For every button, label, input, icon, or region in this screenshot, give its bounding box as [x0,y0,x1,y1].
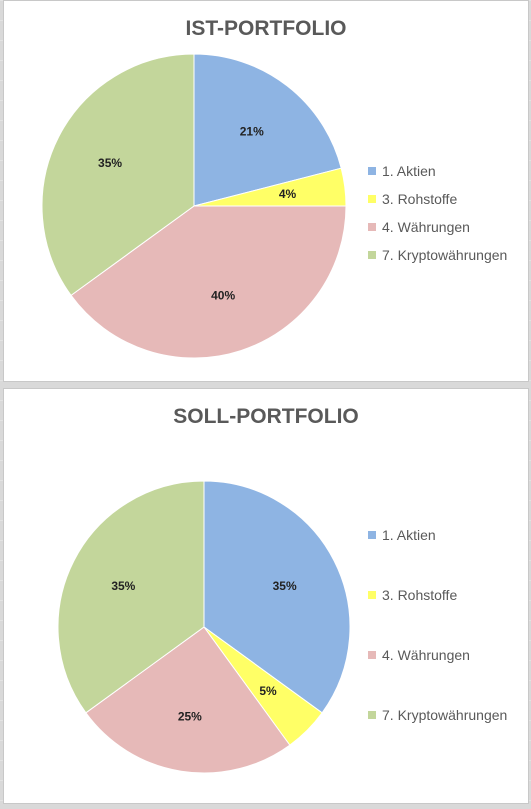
legend-swatch [368,195,376,204]
data-label-rohstoffe: 4% [279,187,297,201]
legend-item-krypto: 7. Kryptowährungen [368,707,507,723]
legend-item-waehrungen: 4. Währungen [368,647,470,663]
data-label-krypto: 35% [111,579,135,593]
data-label-krypto: 35% [98,156,122,170]
legend-item-waehrungen: 4. Währungen [368,219,470,235]
legend-label: 3. Rohstoffe [382,587,458,603]
data-label-waehrungen: 25% [178,709,202,723]
soll-portfolio-chart[interactable]: SOLL-PORTFOLIO 35% 5% 25% 35% 1. Aktien 3. R… [3,388,529,804]
legend-label: 7. Kryptowährungen [382,247,508,263]
legend-label: 3. Rohstoffe [382,191,458,207]
legend-swatch [368,591,376,600]
legend-item-krypto: 7. Kryptowährungen [368,247,507,263]
legend-swatch [368,167,376,176]
pie-slice-waehrungen[interactable] [70,205,347,359]
legend-label: 1. Aktien [382,527,436,543]
legend-swatch [368,651,376,660]
legend-label: 7. Kryptowährungen [382,707,508,723]
legend-item-rohstoffe: 3. Rohstoffe [368,191,457,207]
pie-slice-krypto[interactable] [41,53,195,297]
data-label-rohstoffe: 5% [259,684,277,698]
chart-title: IST-PORTFOLIO [185,17,347,40]
pie-slice-krypto[interactable] [57,480,205,714]
data-label-waehrungen: 40% [211,289,235,303]
pie-slice-aktien[interactable] [193,53,342,207]
legend-swatch [368,531,376,540]
chart-title: SOLL-PORTFOLIO [173,405,359,428]
data-label-aktien: 35% [273,579,297,593]
legend-item-rohstoffe: 3. Rohstoffe [368,587,457,603]
legend-swatch [368,223,376,232]
legend-label: 1. Aktien [382,163,436,179]
ist-pie: 21% 4% 40% 35% [41,53,347,359]
legend-label: 4. Währungen [382,647,470,663]
legend-item-aktien: 1. Aktien [368,527,436,543]
legend-swatch [368,711,376,720]
ist-portfolio-chart[interactable]: IST-PORTFOLIO 21% 4% 40% 35% 1. Aktien 3. Ro… [3,0,529,382]
soll-pie: 35% 5% 25% 35% [57,480,351,774]
legend-label: 4. Währungen [382,219,470,235]
pie-slice-aktien[interactable] [203,480,351,714]
pie-slice-waehrungen[interactable] [85,626,291,774]
legend-swatch [368,251,376,260]
legend-item-aktien: 1. Aktien [368,163,436,179]
data-label-aktien: 21% [240,125,264,139]
